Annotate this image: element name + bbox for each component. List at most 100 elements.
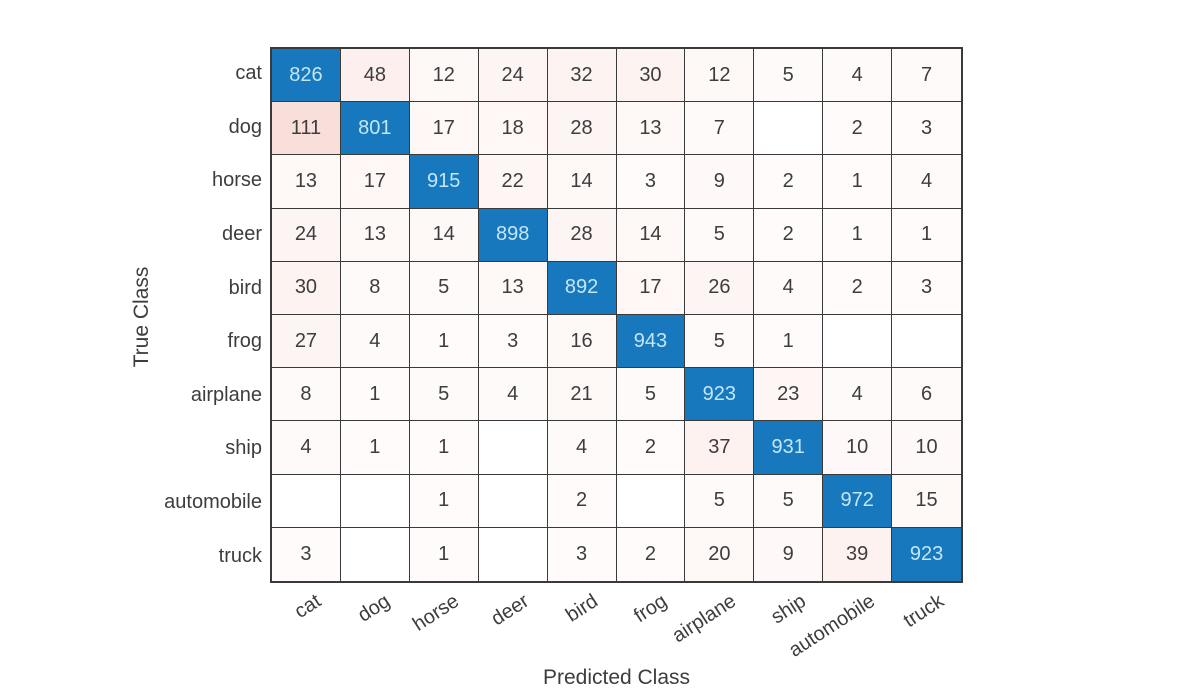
matrix-cell: 10: [892, 421, 961, 475]
matrix-cell: 4: [892, 155, 961, 209]
matrix-cell: 801: [340, 102, 410, 156]
x-axis-title: Predicted Class: [542, 666, 691, 689]
matrix-cell: 1: [340, 421, 410, 475]
matrix-cell: 13: [272, 155, 341, 209]
matrix-cell: 4: [478, 368, 548, 422]
matrix-cell: 4: [823, 49, 893, 103]
matrix-cell: [754, 102, 824, 156]
matrix-grid: 826 48 12 24 32 30 12 5 4 7 111 801 17 18 28 13 7 2 3 13 17 9…: [270, 47, 963, 583]
matrix-cell: 111: [272, 102, 341, 156]
matrix-cell: 7: [892, 49, 961, 103]
matrix-cell: [478, 474, 548, 528]
y-tick-label: cat: [235, 62, 262, 85]
matrix-cell: 5: [685, 208, 755, 262]
matrix-cell: 17: [616, 261, 686, 315]
matrix-cell: 16: [547, 315, 617, 369]
matrix-cell: 37: [685, 421, 755, 475]
matrix-cell: 30: [616, 49, 686, 103]
matrix-cell: 915: [409, 155, 479, 209]
matrix-cell: 1: [409, 315, 479, 369]
matrix-cell: 12: [409, 49, 479, 103]
matrix-cell: 17: [340, 155, 410, 209]
matrix-cell: 5: [409, 368, 479, 422]
y-tick-label: dog: [228, 115, 262, 138]
matrix-cell: 2: [823, 102, 893, 156]
matrix-cell: [478, 527, 548, 581]
matrix-cell: 2: [754, 155, 824, 209]
matrix-cell: 30: [272, 261, 341, 315]
matrix-cell: 20: [685, 527, 755, 581]
matrix-cell: 28: [547, 102, 617, 156]
matrix-cell: 1: [409, 421, 479, 475]
matrix-cell: 15: [892, 474, 961, 528]
matrix-cell: 1: [410, 527, 479, 581]
matrix-cell: [823, 315, 893, 369]
matrix-cell: 3: [616, 155, 686, 209]
matrix-cell: 3: [548, 527, 617, 581]
y-tick-label: truck: [218, 544, 262, 567]
matrix-cell: 13: [616, 102, 686, 156]
y-tick-label: deer: [221, 223, 262, 246]
matrix-cell: 24: [478, 49, 548, 103]
matrix-cell: 39: [823, 527, 893, 581]
matrix-cell: 2: [547, 474, 617, 528]
matrix-cell: [478, 421, 548, 475]
matrix-cell: 923: [892, 527, 961, 581]
matrix-cell: 1: [409, 474, 479, 528]
matrix-cell: 14: [616, 208, 686, 262]
y-tick-label: horse: [211, 169, 262, 192]
y-tick-label: bird: [228, 276, 262, 299]
matrix-cell: 2: [754, 208, 824, 262]
matrix-cell: 3: [892, 102, 961, 156]
matrix-cell: [272, 474, 341, 528]
matrix-cell: 892: [547, 261, 617, 315]
matrix-cell: 1: [823, 208, 893, 262]
matrix-cell: 943: [616, 315, 686, 369]
matrix-cell: 2: [823, 261, 893, 315]
matrix-cell: 923: [685, 368, 755, 422]
matrix-cell: [892, 315, 961, 369]
matrix-cell: 13: [340, 208, 410, 262]
matrix-cell: 10: [823, 421, 893, 475]
matrix-cell: 9: [754, 527, 824, 581]
matrix-cell: 14: [547, 155, 617, 209]
matrix-cell: 2: [617, 527, 686, 581]
matrix-cell: 4: [272, 421, 341, 475]
matrix-cell: 32: [547, 49, 617, 103]
matrix-cell: 4: [823, 368, 893, 422]
y-tick-label: automobile: [164, 491, 262, 514]
matrix-cell: 1: [340, 368, 410, 422]
matrix-cell: [340, 474, 410, 528]
matrix-cell: 8: [340, 261, 410, 315]
matrix-cell: 12: [685, 49, 755, 103]
matrix-cell: 5: [409, 261, 479, 315]
matrix-cell: 27: [272, 315, 341, 369]
matrix-cell: 18: [478, 102, 548, 156]
matrix-cell: 898: [478, 208, 548, 262]
matrix-cell: 3: [892, 262, 961, 315]
matrix-cell: 13: [478, 261, 548, 315]
matrix-cell: 3: [272, 527, 341, 581]
matrix-cell: 22: [478, 155, 548, 209]
matrix-cell: 14: [409, 208, 479, 262]
matrix-cell: 1: [823, 155, 893, 209]
y-tick-label: ship: [225, 437, 262, 460]
matrix-cell: [616, 474, 686, 528]
matrix-cell: 931: [754, 421, 824, 475]
matrix-cell: 23: [754, 368, 824, 422]
matrix-cell: 21: [547, 368, 617, 422]
matrix-cell: 6: [892, 368, 961, 422]
y-tick-labels: cat dog horse deer bird frog airplane ship autom…: [0, 47, 262, 583]
matrix-cell: 4: [547, 421, 617, 475]
matrix-cell: 972: [823, 474, 893, 528]
y-tick-label: airplane: [190, 383, 262, 406]
matrix-cell: 2: [616, 421, 686, 475]
matrix-cell: 826: [272, 49, 341, 103]
matrix-cell: 7: [685, 102, 755, 156]
matrix-cell: 5: [616, 368, 686, 422]
matrix-cell: 1: [754, 315, 824, 369]
matrix-cell: 5: [754, 49, 824, 103]
matrix-cell: 5: [754, 474, 824, 528]
matrix-cell: [340, 527, 410, 581]
